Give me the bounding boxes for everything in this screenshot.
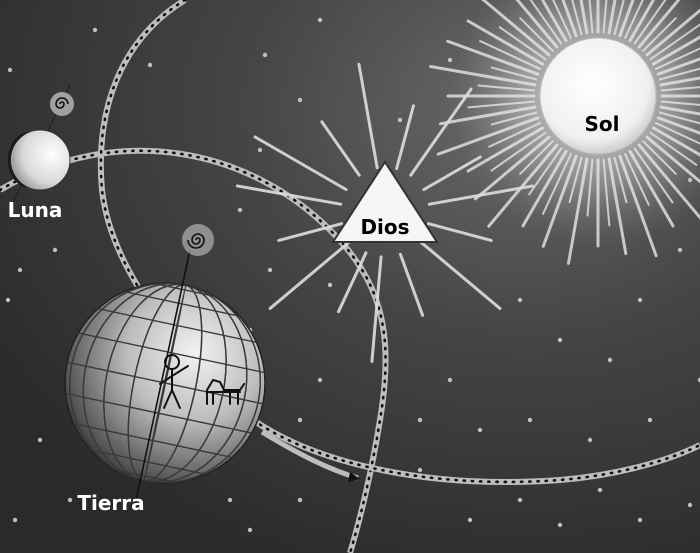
moon-label: Luna bbox=[8, 198, 63, 222]
earth-spiral-icon bbox=[182, 224, 214, 256]
sun bbox=[539, 37, 657, 155]
sun-rays bbox=[429, 0, 700, 265]
earth bbox=[64, 224, 266, 506]
god-triangle bbox=[331, 160, 439, 243]
moon bbox=[8, 84, 74, 206]
dog-icon bbox=[206, 379, 245, 405]
stick-person-icon bbox=[159, 354, 189, 409]
stars bbox=[5, 17, 700, 533]
sun-label: Sol bbox=[585, 112, 620, 136]
moon-spiral-icon bbox=[50, 92, 74, 116]
earth-label: Tierra bbox=[77, 491, 144, 515]
god-label: Dios bbox=[360, 215, 409, 239]
god-rays bbox=[235, 62, 535, 363]
